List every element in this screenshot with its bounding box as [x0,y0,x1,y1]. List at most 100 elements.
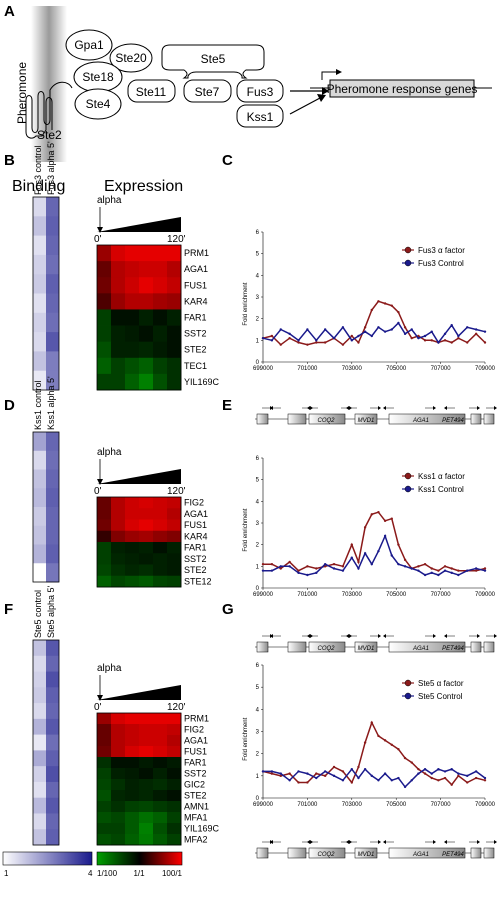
data-point [430,776,433,780]
panel-label-a: A [4,3,15,20]
expression-cell [167,790,182,802]
expression-cell [153,519,168,532]
data-point [417,767,420,771]
ste20-label: Ste20 [115,51,147,65]
data-point [410,336,413,340]
direction-arrowhead [477,406,480,410]
gene-name: COQ2 [317,646,335,652]
data-point [350,543,353,546]
expression-cell [125,713,140,725]
expression-cell [139,542,154,554]
expression-cell [125,519,140,532]
expression-cell [153,801,168,813]
binding-cell [33,750,46,767]
expression-cell [97,542,112,554]
binding-cell [33,469,46,489]
binding-cell [33,254,46,275]
panel-label-c: C [222,152,233,169]
x-tick-label: 707000 [431,802,452,808]
data-point [437,573,440,577]
expression-cell [97,713,112,725]
expression-cell [167,325,182,343]
expression-cell [111,779,126,791]
data-point [397,776,400,780]
gene-label: KAR4 [184,531,208,541]
y-tick-label: 2 [256,317,260,323]
direction-arrowhead [346,840,349,844]
expression-cell [97,341,112,359]
enrichment-chart: 0 1 2 3 4 5 6 699000 701000 703000 705000 707000 709… [243,230,496,372]
expression-cell [125,553,140,565]
binding-cell [46,235,59,256]
data-point [466,569,469,572]
pheromone-label: Pheromone [15,62,29,124]
data-point [357,334,360,338]
series-line-alpha-factor [263,511,486,572]
direction-arrowhead [433,406,436,410]
data-point [483,330,487,333]
data-point [397,562,400,566]
expression-cell [125,309,140,326]
promoter-arrow [321,71,338,80]
data-point [363,767,367,771]
gene-label: GIC2 [184,780,205,790]
binding-cell [33,507,46,527]
expression-cell [167,357,182,375]
data-point [315,772,318,775]
data-point [357,765,360,769]
binding-cell [46,469,59,489]
data-point [437,767,440,771]
expression-cell [139,575,154,588]
direction-arrowhead [346,406,349,410]
data-point [457,573,460,577]
data-point [323,774,327,778]
panel-label-d: D [4,397,15,414]
x-tick-label: 701000 [297,592,318,598]
expression-cell [139,519,154,532]
binding-cell [46,766,59,783]
series-line-control [262,321,486,344]
expression-cell [167,277,182,294]
y-tick-label: 2 [256,543,260,549]
expression-cell [125,373,140,391]
expression-cell [153,768,168,780]
binding-cell [33,734,46,751]
expression-cell [167,713,182,725]
gene-box [388,641,466,653]
expression-cell [111,277,126,294]
data-point [390,554,393,557]
data-point [390,328,393,331]
gene-label: AGA1 [184,264,208,274]
time-start-label: 0' [94,234,102,245]
panel-label-f: F [4,601,13,618]
data-point [377,734,380,738]
gene-name: AGA1 [412,852,429,858]
expression-cell [111,768,126,780]
binding-cell [33,766,46,783]
gene-box [287,847,307,859]
expression-cell [111,553,126,565]
legend-swatch-marker [404,679,412,687]
ste4-label: Ste4 [86,97,111,111]
gene-label: MFA2 [184,835,208,845]
gene-label: AMN1 [184,802,209,812]
data-point [350,767,353,771]
data-point [357,341,360,344]
data-point [297,781,300,784]
data-point [332,765,336,769]
promoter-arrowhead [336,69,342,75]
data-point [466,774,469,778]
y-tick-label: 5 [256,252,260,258]
data-point [341,770,345,773]
gene-label: SST2 [184,329,207,339]
time-start-label: 0' [94,486,102,497]
gpa1-node [65,29,113,61]
binding-cell [46,671,59,688]
x-tick-label: 701000 [297,802,318,808]
y-tick-label: 3 [256,295,260,301]
data-point [466,326,469,329]
binding-cell [33,797,46,814]
data-point [417,565,420,568]
data-point [483,779,487,782]
expression-cell [97,812,112,824]
